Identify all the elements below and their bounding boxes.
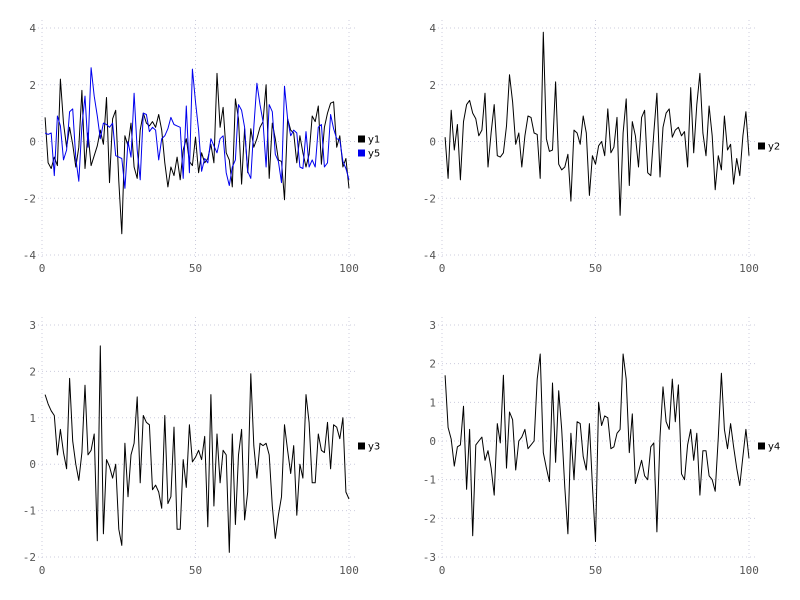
legend-swatch-y5 (358, 149, 365, 157)
y-tick-label: 2 (429, 79, 436, 92)
x-tick-label: 0 (39, 262, 46, 275)
y-tick-label: 0 (29, 136, 36, 149)
y-tick-label: 4 (29, 22, 36, 35)
x-tick-label: 100 (739, 564, 759, 577)
y-tick-label: 0 (29, 458, 36, 471)
y-tick-label: 3 (29, 319, 36, 332)
plot-bottom-left: 0 50 100 -2 -1 0 1 2 3 y3 (23, 317, 380, 577)
x-tick-label: 100 (339, 262, 359, 275)
y-tick-label: -4 (423, 249, 437, 262)
legend-swatch-y4 (758, 442, 765, 450)
y-tick-label: 0 (429, 136, 436, 149)
series-line-y1 (44, 72, 350, 235)
y-tick-label: -2 (423, 192, 436, 205)
y-tick-label: 1 (429, 396, 436, 409)
y-tick-label: 1 (29, 412, 36, 425)
series-line-y4 (444, 353, 750, 542)
y-tick-label: -1 (423, 474, 436, 487)
x-tick-label: 50 (189, 564, 202, 577)
x-tick-label: 100 (739, 262, 759, 275)
y-tick-label: 2 (29, 365, 36, 378)
series-line-y3 (44, 345, 350, 553)
y-tick-label: 0 (429, 435, 436, 448)
plot-top-right: 0 50 100 -4 -2 0 2 4 y2 (423, 20, 780, 275)
y-tick-label: -2 (23, 192, 36, 205)
y-tick-label: -3 (423, 551, 436, 564)
series-line-y2 (444, 31, 750, 216)
y-tick-label: -2 (23, 551, 36, 564)
chart-top-right: 0 50 100 -4 -2 0 2 4 y2 (400, 0, 800, 300)
legend-label-y1: y1 (368, 135, 380, 146)
plot-bottom-right: 0 50 100 -3 -2 -1 0 1 2 3 y4 (423, 317, 780, 577)
x-tick-label: 50 (189, 262, 202, 275)
series-line-y5 (44, 67, 350, 189)
legend-swatch-y3 (358, 442, 365, 450)
chart-bottom-right: 0 50 100 -3 -2 -1 0 1 2 3 y4 (400, 300, 800, 600)
legend-swatch-y1 (358, 135, 365, 143)
x-tick-label: 100 (339, 564, 359, 577)
y-tick-label: 3 (429, 319, 436, 332)
chart-top-left: 0 50 100 -4 -2 0 2 4 y1 y5 (0, 0, 400, 300)
x-tick-label: 0 (39, 564, 46, 577)
legend-label-y5: y5 (368, 149, 380, 160)
y-tick-label: -1 (23, 505, 36, 518)
legend-label-y2: y2 (768, 142, 780, 153)
plot-top-left: 0 50 100 -4 -2 0 2 4 y1 y5 (23, 20, 380, 275)
y-tick-label: -2 (423, 512, 436, 525)
x-tick-label: 0 (439, 564, 446, 577)
x-tick-label: 50 (589, 262, 602, 275)
legend-swatch-y2 (758, 142, 765, 150)
y-tick-label: 2 (429, 358, 436, 371)
x-tick-label: 50 (589, 564, 602, 577)
chart-bottom-left: 0 50 100 -2 -1 0 1 2 3 y3 (0, 300, 400, 600)
y-tick-label: -4 (23, 249, 37, 262)
legend-label-y4: y4 (768, 442, 780, 453)
legend-label-y3: y3 (368, 442, 380, 453)
y-tick-label: 2 (29, 79, 36, 92)
x-tick-label: 0 (439, 262, 446, 275)
y-tick-label: 4 (429, 22, 436, 35)
